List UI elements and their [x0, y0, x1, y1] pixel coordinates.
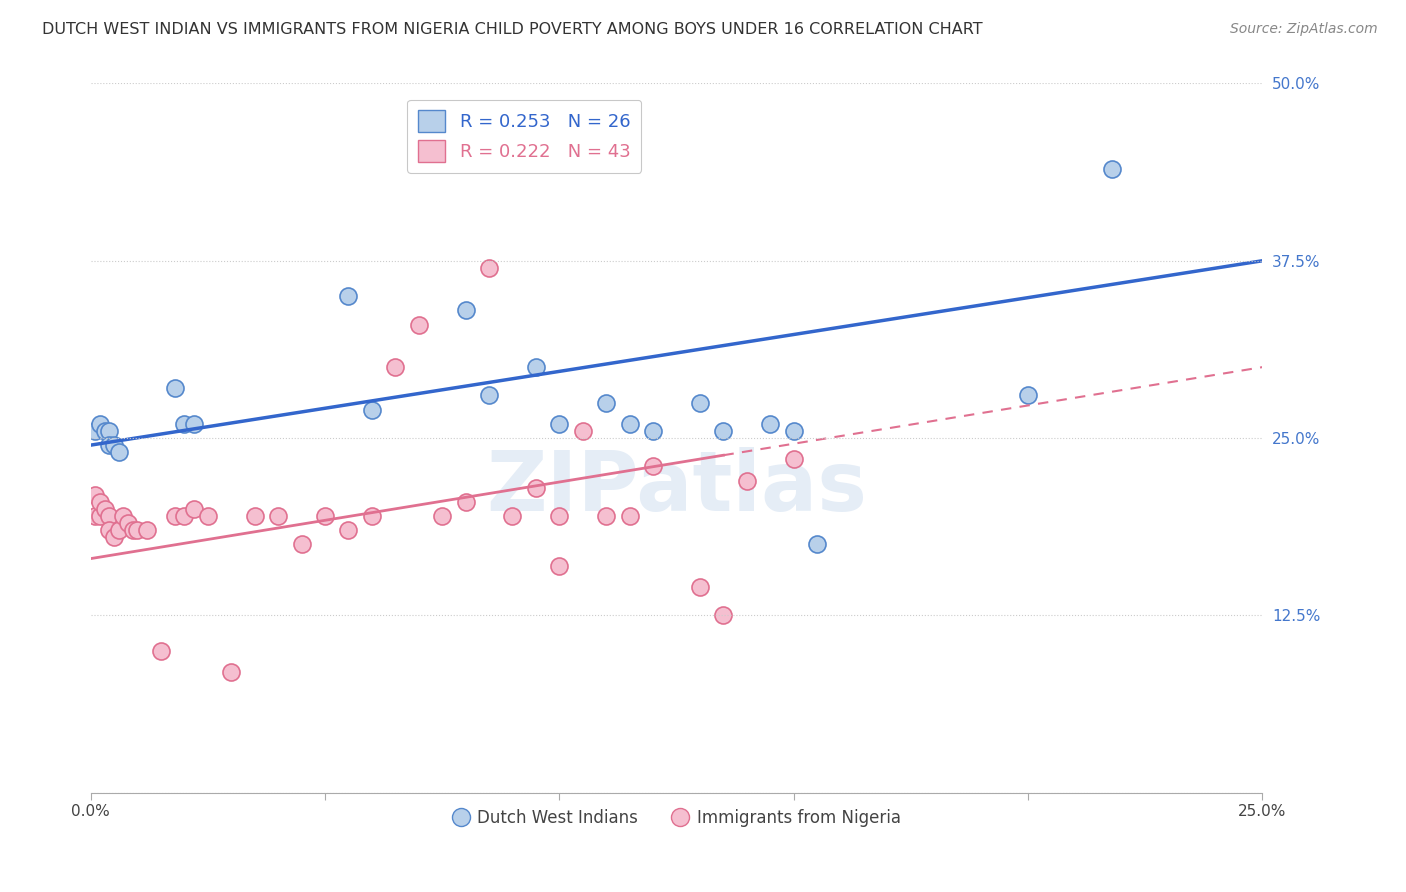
Point — [360, 402, 382, 417]
Point — [548, 558, 571, 573]
Point — [454, 303, 477, 318]
Point — [478, 260, 501, 275]
Point — [103, 438, 125, 452]
Legend: Dutch West Indians, Immigrants from Nigeria: Dutch West Indians, Immigrants from Nige… — [446, 803, 907, 834]
Text: Source: ZipAtlas.com: Source: ZipAtlas.com — [1230, 22, 1378, 37]
Point — [454, 495, 477, 509]
Point — [783, 452, 806, 467]
Point — [759, 417, 782, 431]
Point — [501, 509, 523, 524]
Point — [219, 665, 242, 679]
Point — [595, 395, 617, 409]
Point — [149, 644, 172, 658]
Text: DUTCH WEST INDIAN VS IMMIGRANTS FROM NIGERIA CHILD POVERTY AMONG BOYS UNDER 16 C: DUTCH WEST INDIAN VS IMMIGRANTS FROM NIG… — [42, 22, 983, 37]
Point — [548, 417, 571, 431]
Point — [243, 509, 266, 524]
Point — [619, 509, 641, 524]
Point — [735, 474, 758, 488]
Point — [337, 523, 360, 537]
Point — [163, 381, 186, 395]
Point — [84, 488, 107, 502]
Point — [93, 424, 115, 438]
Point — [572, 424, 595, 438]
Text: ZIPatlas: ZIPatlas — [486, 447, 868, 528]
Point — [93, 502, 115, 516]
Point — [713, 608, 735, 623]
Point — [1101, 161, 1123, 176]
Point — [619, 417, 641, 431]
Point — [121, 523, 143, 537]
Point — [127, 523, 149, 537]
Point — [360, 509, 382, 524]
Point — [643, 459, 665, 474]
Point — [163, 509, 186, 524]
Point — [173, 417, 195, 431]
Point — [112, 509, 135, 524]
Point — [643, 424, 665, 438]
Point — [290, 537, 312, 551]
Point — [98, 509, 121, 524]
Point — [478, 388, 501, 402]
Point — [183, 417, 205, 431]
Point — [173, 509, 195, 524]
Point — [89, 417, 111, 431]
Point — [408, 318, 430, 332]
Point — [98, 523, 121, 537]
Point — [713, 424, 735, 438]
Point — [595, 509, 617, 524]
Point — [384, 360, 406, 375]
Point — [314, 509, 336, 524]
Point — [135, 523, 157, 537]
Point — [430, 509, 453, 524]
Point — [806, 537, 828, 551]
Point — [689, 395, 711, 409]
Point — [548, 509, 571, 524]
Point — [98, 438, 121, 452]
Point — [117, 516, 139, 530]
Point — [689, 580, 711, 594]
Point — [89, 509, 111, 524]
Point — [1017, 388, 1039, 402]
Point — [98, 424, 121, 438]
Point — [197, 509, 219, 524]
Point — [84, 424, 107, 438]
Point — [183, 502, 205, 516]
Point — [524, 360, 547, 375]
Point — [267, 509, 290, 524]
Point — [337, 289, 360, 303]
Point — [783, 424, 806, 438]
Point — [103, 530, 125, 544]
Point — [524, 481, 547, 495]
Point — [84, 509, 107, 524]
Point — [107, 445, 129, 459]
Point — [89, 495, 111, 509]
Point — [107, 523, 129, 537]
